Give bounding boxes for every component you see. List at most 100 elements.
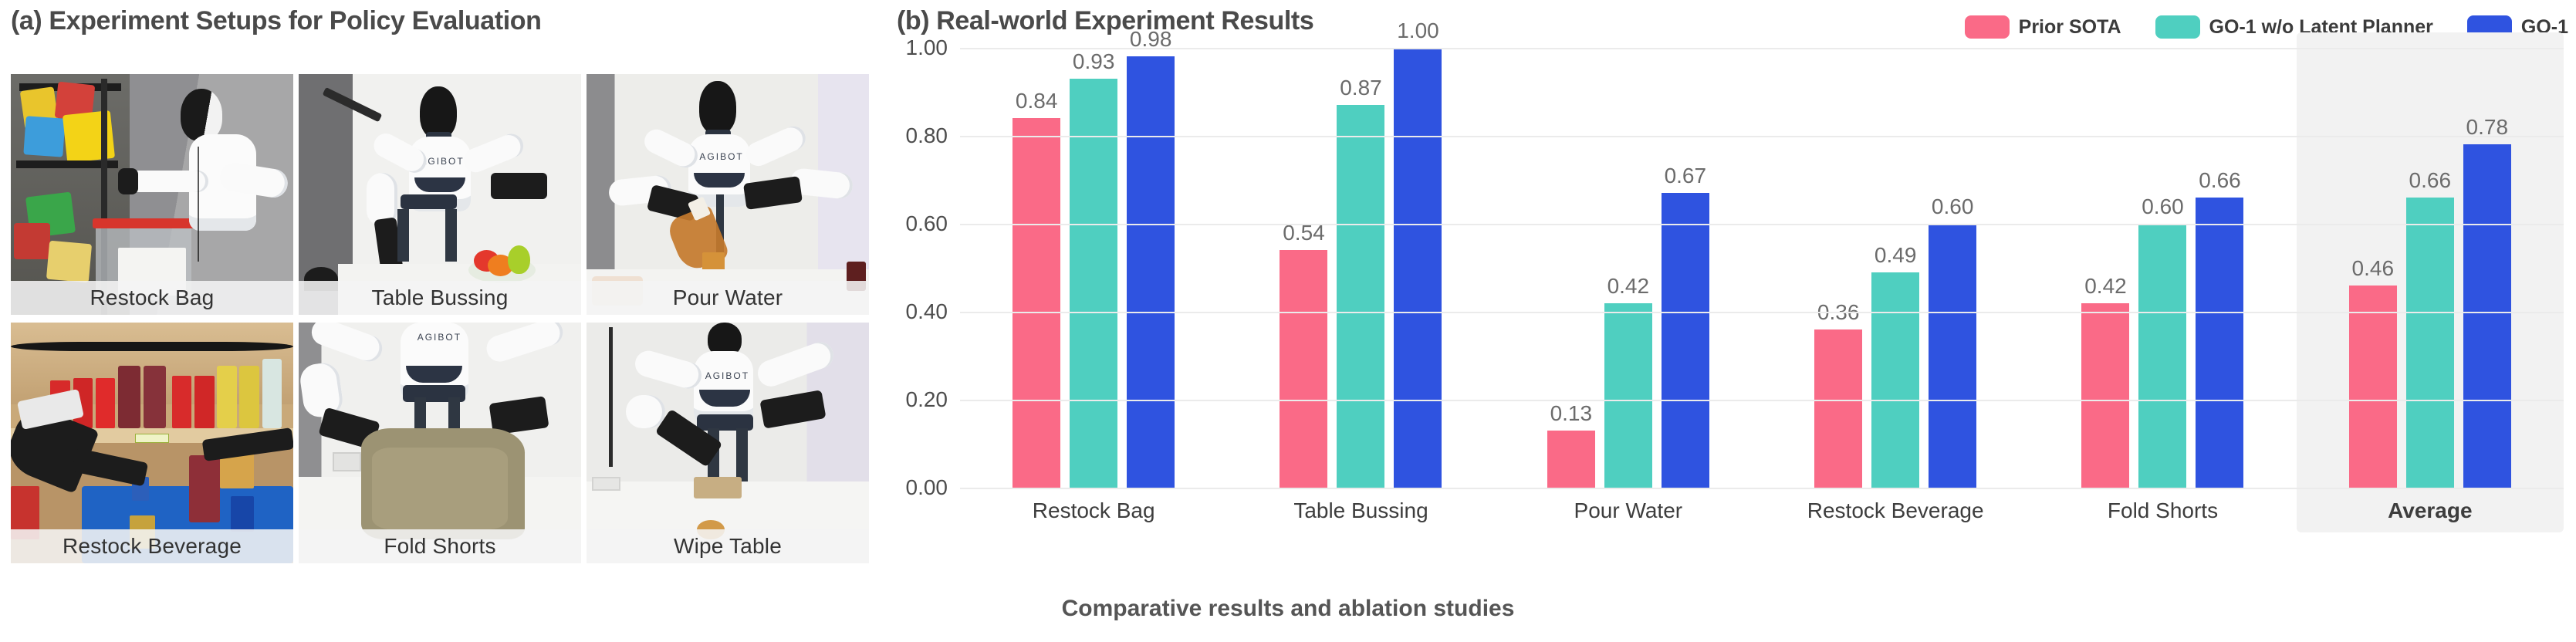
bar-value-label: 0.87 — [1340, 76, 1382, 100]
photo-caption: Wipe Table — [587, 529, 869, 563]
bars: 0.54 0.87 1.00 — [1227, 19, 1494, 488]
plot-area: 0.84 0.93 0.98 Restock Bag 0.54 0.87 1.00 Table… — [906, 19, 2564, 532]
photo-caption: Pour Water — [587, 281, 869, 315]
bar-rect — [1661, 193, 1709, 488]
bar-group-1: 0.54 0.87 1.00 Table Bussing — [1227, 19, 1494, 522]
bar-2: 0.60 — [1929, 48, 1977, 488]
x-axis-category-label: Restock Beverage — [1807, 498, 1984, 522]
bar-value-label: 0.78 — [2466, 115, 2509, 140]
experiment-photo-pour-water: AGIBOT Pour Water — [587, 74, 869, 315]
bar-groups: 0.84 0.93 0.98 Restock Bag 0.54 0.87 1.00 Table… — [960, 19, 2564, 522]
bar-0: 0.36 — [1814, 48, 1863, 488]
photo-scene — [11, 74, 293, 315]
photo-caption: Table Bussing — [299, 281, 581, 315]
bar-1: 0.60 — [2138, 48, 2187, 488]
bar-value-label: 0.13 — [1550, 400, 1593, 425]
bar-0: 0.46 — [2348, 48, 2397, 488]
bar-rect — [1604, 302, 1652, 488]
x-axis-category-label: Fold Shorts — [2107, 498, 2219, 522]
panel-a-experiment-setups: (a) Experiment Setups for Policy Evaluat… — [0, 0, 880, 586]
bar-0: 0.13 — [1547, 48, 1595, 488]
bars: 0.13 0.42 0.67 — [1495, 48, 1762, 488]
y-gridline — [960, 48, 2564, 49]
y-gridline — [960, 312, 2564, 313]
y-gridline — [960, 400, 2564, 401]
bar-value-label: 0.98 — [1129, 27, 1172, 52]
bar-rect — [1280, 250, 1328, 488]
bar-0: 0.42 — [2081, 48, 2130, 488]
legend-label: Prior SOTA — [2018, 15, 2121, 38]
photo-scene — [11, 323, 293, 563]
bar-1: 0.93 — [1070, 48, 1118, 488]
bar-group-2: 0.13 0.42 0.67 Pour Water — [1495, 48, 1762, 522]
bar-2: 0.66 — [2196, 48, 2244, 488]
bar-rect — [1871, 272, 1920, 488]
bar-1: 0.49 — [1871, 48, 1920, 488]
panel-b-results: (b) Real-world Experiment Results Prior … — [886, 0, 2576, 642]
bar-value-label: 0.66 — [2409, 167, 2452, 192]
bar-rect — [2463, 144, 2511, 488]
bar-value-label: 0.46 — [2351, 255, 2395, 280]
bar-value-label: 0.42 — [1607, 273, 1650, 298]
bar-value-label: 0.84 — [1015, 89, 1058, 113]
y-axis-tick-label: 1.00 — [905, 35, 948, 59]
bar-0: 0.84 — [1012, 48, 1061, 488]
x-axis-category-label: Pour Water — [1574, 498, 1683, 522]
bar-group-4: 0.42 0.60 0.66 Fold Shorts — [2029, 48, 2296, 522]
bar-value-label: 0.60 — [2142, 194, 2184, 218]
experiment-setup-photo-grid: Restock Bag AGIBOT Table Bussing AGIBOT — [11, 74, 869, 574]
bar-2: 0.67 — [1661, 48, 1709, 488]
legend-item-0: Prior SOTA — [1964, 15, 2121, 39]
x-axis-category-label: Table Bussing — [1293, 498, 1428, 522]
bar-rect — [1814, 329, 1863, 488]
bar-rect — [2081, 302, 2130, 488]
experiment-photo-restock-bag: Restock Bag — [11, 74, 293, 315]
experiment-photo-fold-shorts: AGIBOT Fold Shorts — [299, 323, 581, 563]
bar-rect — [2348, 285, 2397, 488]
y-axis-tick-label: 0.60 — [905, 211, 948, 235]
panel-a-title: (a) Experiment Setups for Policy Evaluat… — [11, 6, 542, 35]
bar-rect — [1394, 48, 1442, 488]
bar-rect — [2138, 224, 2187, 488]
bar-rect — [1127, 56, 1175, 488]
photo-scene: AGIBOT — [587, 323, 869, 563]
bar-1: 0.66 — [2405, 48, 2454, 488]
photo-caption: Fold Shorts — [299, 529, 581, 563]
bar-2: 1.00 — [1394, 19, 1442, 488]
y-axis-tick-label: 0.80 — [905, 123, 948, 147]
y-gridline — [960, 224, 2564, 225]
bar-group-3: 0.36 0.49 0.60 Restock Beverage — [1762, 48, 2029, 522]
experiment-photo-wipe-table: AGIBOT Wipe Table — [587, 323, 869, 563]
bar-2: 0.78 — [2463, 48, 2511, 488]
bar-rect — [1012, 118, 1061, 488]
bar-value-label: 0.42 — [2084, 273, 2127, 298]
experiment-photo-restock-beverage: Restock Beverage — [11, 323, 293, 563]
bar-2: 0.98 — [1127, 27, 1175, 488]
bar-group-0: 0.84 0.93 0.98 Restock Bag — [960, 27, 1227, 522]
y-gridline — [960, 136, 2564, 137]
bar-chart: 0.84 0.93 0.98 Restock Bag 0.54 0.87 1.00 Table… — [906, 19, 2564, 532]
photo-scene: AGIBOT — [587, 74, 869, 315]
bar-value-label: 0.67 — [1664, 164, 1707, 188]
experiment-photo-table-bussing: AGIBOT Table Bussing — [299, 74, 581, 315]
y-axis-tick-label: 0.00 — [905, 475, 948, 499]
bars: 0.42 0.60 0.66 — [2029, 48, 2296, 488]
photo-caption: Restock Beverage — [11, 529, 293, 563]
bar-rect — [2196, 197, 2244, 488]
y-axis-tick-label: 0.20 — [905, 387, 948, 411]
bar-rect — [2405, 197, 2454, 488]
photo-scene: AGIBOT — [299, 323, 581, 563]
bar-value-label: 0.60 — [1931, 194, 1974, 218]
bar-1: 0.42 — [1604, 48, 1652, 488]
y-gridline — [960, 488, 2564, 489]
bars: 0.84 0.93 0.98 — [960, 27, 1227, 488]
panel-b-title: (b) Real-world Experiment Results — [897, 6, 1314, 35]
bar-value-label: 0.93 — [1072, 49, 1115, 73]
bar-group-5: 0.46 0.66 0.78 Average — [2297, 48, 2564, 522]
x-axis-category-label: Restock Bag — [1032, 498, 1155, 522]
bar-value-label: 0.49 — [1874, 242, 1917, 267]
photo-caption: Restock Bag — [11, 281, 293, 315]
bar-rect — [1547, 430, 1595, 488]
bar-1: 0.87 — [1337, 48, 1385, 488]
